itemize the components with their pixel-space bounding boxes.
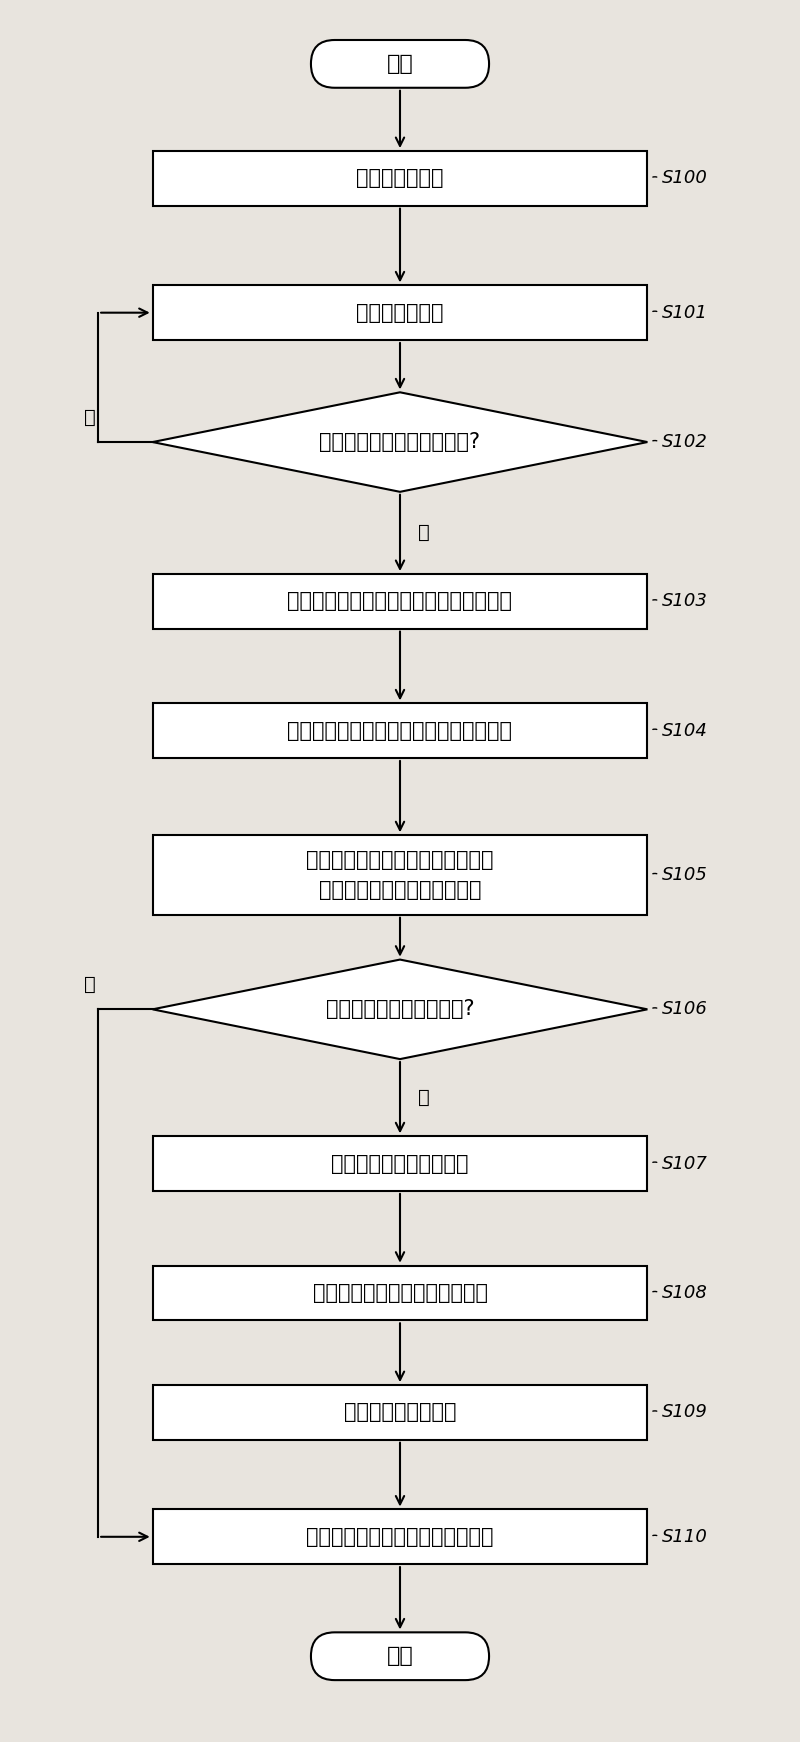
Text: S105: S105 [662, 866, 708, 883]
Text: 开始: 开始 [386, 54, 414, 73]
Bar [153, 834, 647, 915]
Text: 否: 否 [84, 408, 96, 427]
Text: 计算点集中的每个点到上述拟合圆的距离: 计算点集中的每个点到上述拟合圆的距离 [287, 721, 513, 740]
Polygon shape [153, 960, 647, 1059]
Text: 需要将拟合圆及点集拉伸?: 需要将拟合圆及点集拉伸? [326, 1000, 474, 1019]
Text: S106: S106 [662, 1000, 708, 1019]
Bar [153, 152, 647, 206]
Text: 是: 是 [418, 1089, 430, 1108]
Bar [153, 286, 647, 340]
Bar [153, 1266, 647, 1320]
Bar [153, 1136, 647, 1192]
Bar [153, 704, 647, 758]
Text: 汇入的点集可以组成一个圆?: 汇入的点集可以组成一个圆? [319, 432, 481, 453]
Text: S102: S102 [662, 434, 708, 451]
Text: S104: S104 [662, 721, 708, 740]
Text: 根据上述每个点到拟合圆的距离及
利用色阶条确定每个点的颜色: 根据上述每个点到拟合圆的距离及 利用色阶条确定每个点的颜色 [306, 850, 494, 901]
Bar [153, 1509, 647, 1564]
Text: 设置一个色阶条: 设置一个色阶条 [356, 169, 444, 188]
Text: S101: S101 [662, 303, 708, 322]
Text: S108: S108 [662, 1284, 708, 1301]
Text: 结束: 结束 [386, 1646, 414, 1667]
Text: 否: 否 [84, 976, 96, 995]
Text: S107: S107 [662, 1155, 708, 1172]
Text: 计算点集中每个点到切点的距离: 计算点集中每个点到切点的距离 [313, 1282, 487, 1303]
Text: S100: S100 [662, 169, 708, 188]
Bar [153, 1385, 647, 1441]
Text: 绘制并输出图形化的圆度分析报告: 绘制并输出图形化的圆度分析报告 [306, 1526, 494, 1547]
Text: 接收汇入的点集: 接收汇入的点集 [356, 303, 444, 322]
Polygon shape [153, 392, 647, 491]
Text: 是: 是 [418, 523, 430, 542]
FancyBboxPatch shape [311, 1632, 489, 1679]
Bar [153, 573, 647, 629]
Text: S109: S109 [662, 1404, 708, 1421]
FancyBboxPatch shape [311, 40, 489, 87]
Text: 从拟合圆上选择一个切点: 从拟合圆上选择一个切点 [331, 1153, 469, 1174]
Text: S110: S110 [662, 1528, 708, 1545]
Text: S103: S103 [662, 592, 708, 610]
Text: 利用最小二乘法将上述点集拟合成一个圆: 利用最小二乘法将上述点集拟合成一个圆 [287, 591, 513, 611]
Text: 将拟合圆及点集拉伸: 将拟合圆及点集拉伸 [344, 1402, 456, 1423]
